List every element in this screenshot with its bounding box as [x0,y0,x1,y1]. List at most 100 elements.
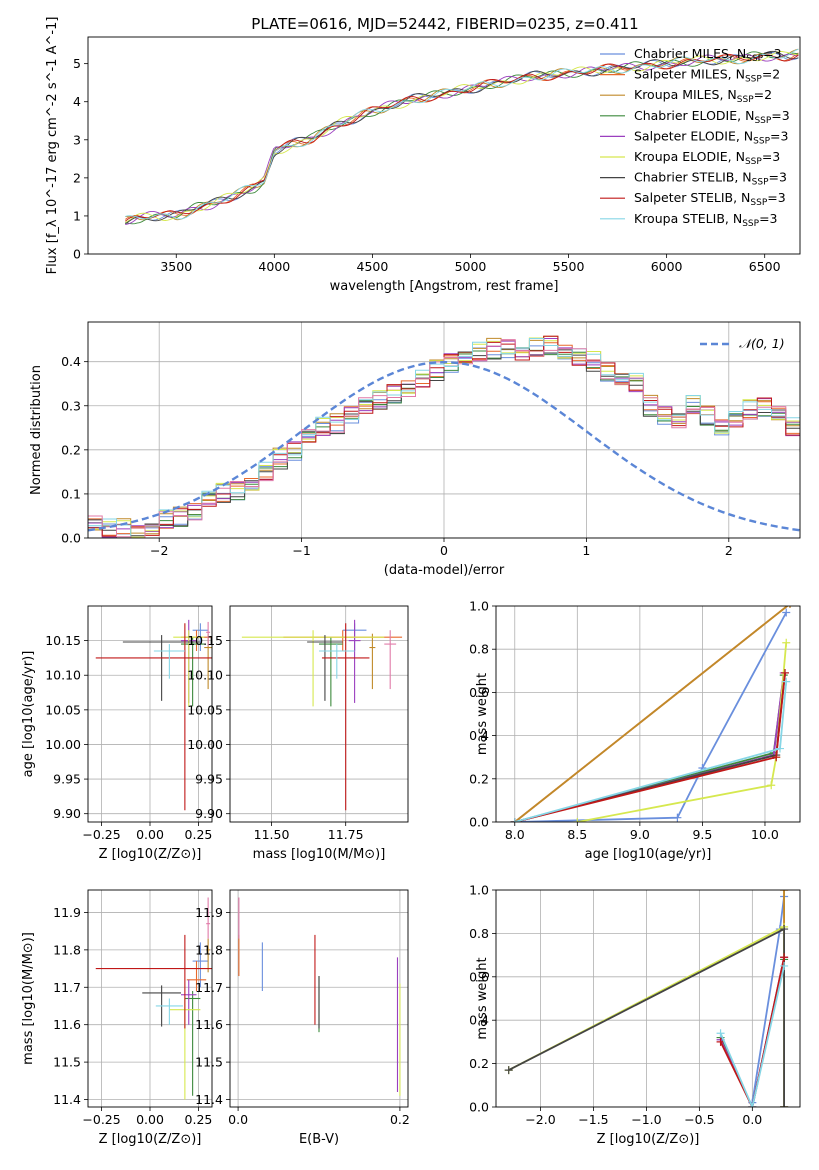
axes-frame [495,889,801,1108]
x-tick-label: 0 [440,543,448,558]
x-tick-label: −0.25 [82,827,120,842]
y-tick-label: 0.2 [469,1056,489,1071]
y-tick-label: 11.4 [53,1092,81,1107]
weight-line-kroupa-stelib [514,681,788,822]
weight-line-salpeter-stelib [514,672,786,822]
legend-entry: Chabrier ELODIE, NSSP=3 [634,108,790,126]
x-tick-label: 4000 [258,259,290,274]
legend-entry-label: Kroupa MILES, N [634,87,737,102]
y-axis-label: Flux [f_λ 10^-17 erg cm^-2 s^-1 A^-1] [45,17,60,275]
weight-line-kroupa-elodie [577,642,788,822]
y-tick-label: 0.4 [469,728,489,743]
y-tick-label: 11.4 [195,1092,223,1107]
plot-area [496,606,800,822]
weight-marker [789,606,791,608]
legend-entry: Salpeter STELIB, NSSP=3 [634,190,786,208]
legend-entry: Kroupa STELIB, NSSP=3 [634,211,778,229]
legend-entry-label: Kroupa STELIB, N [634,211,742,226]
weight-marker [782,677,791,686]
legend-entry-label: Salpeter ELODIE, N [634,128,753,143]
x-tick-label: 1 [582,543,590,558]
axes-frame [495,605,801,823]
y-tick-label: 10.05 [187,702,223,717]
x-axis-label: E(B-V) [299,1132,339,1147]
x-tick-label: 0.25 [185,1112,213,1127]
weight-line-chabrier-elodie [514,674,785,822]
y-tick-label: 3 [73,132,81,147]
y-tick-label: 2 [73,170,81,185]
y-tick-label: 11.9 [53,905,81,920]
y-tick-label: 0.6 [469,969,489,984]
axes-frame [87,605,213,823]
legend-entry: Kroupa ELODIE, NSSP=3 [634,149,780,167]
plot-area [88,606,212,822]
weight-marker [504,1066,513,1075]
legend-entry-label: Salpeter MILES, N [634,67,745,82]
model-line-kroupa-stelib [125,48,799,220]
weight-line-salpeter-stelib [719,957,785,1107]
x-tick-label: −2.0 [525,1112,555,1127]
panel-age-vs-Z: −0.25 0.00 0.25 9.90 9.95 10.00 10.05 10.10 10.1… [21,605,213,862]
legend-entry: Chabrier STELIB, NSSP=3 [634,170,787,188]
legend-entry-tail: =3 [762,149,780,164]
weight-marker [782,638,791,647]
model-line-chabrier-elodie [125,51,799,225]
axes-frame [229,605,409,823]
legend-entry-label: Kroupa ELODIE, N [634,149,745,164]
x-tick-label: 6000 [651,259,683,274]
x-axis-label: (data-model)/error [384,563,505,578]
y-tick-label: 0.2 [469,771,489,786]
legend-entry-sub: SSP [742,219,759,229]
x-axis-label: Z [log10(Z/Z⊙)] [597,1132,700,1147]
y-tick-label: 0.4 [61,354,81,369]
y-axis-label: Normed distribution [29,365,44,495]
panel-mass-vs-Z: −0.25 0.00 0.25 11.4 11.5 11.6 11.7 11.8 11.9 Z [… [21,889,213,1147]
legend-entry: Chabrier MILES, NSSP=3 [634,46,782,64]
normal-curve [88,360,800,532]
x-axis-label: Z [log10(Z/Z⊙)] [99,847,202,862]
x-tick-label: −1.5 [578,1112,608,1127]
weight-marker [780,961,789,970]
panel-weight-vs-age: 8.0 8.5 9.0 9.5 10.0 0.0 0.2 0.4 0.6 0.8 1.0 age [l… [469,599,801,862]
y-tick-label: 0.2 [61,442,81,457]
legend-entry-sub: SSP [746,54,763,64]
panel-residuals: −2 −1 0 1 2 0.0 0.1 0.2 0.3 0.4 (data-model)/error… [29,321,801,578]
y-tick-label: 1.0 [469,883,489,898]
model-line-salpeter-stelib [125,53,799,222]
y-tick-label: 5 [73,56,81,71]
y-tick-label: 9.95 [53,772,81,787]
legend-entry: 𝒩(0, 1) [739,336,785,351]
legend-entry-tail: =3 [771,108,789,123]
legend-entry-tail: =2 [762,67,780,82]
axes-frame [87,321,801,539]
y-tick-label: 11.9 [195,905,223,920]
legend-entry-sub: SSP [754,116,771,126]
x-tick-label: 8.5 [567,827,587,842]
weight-line-salpeter-elodie [514,672,785,822]
x-tick-label: 5500 [553,259,585,274]
y-tick-label: 9.95 [195,772,223,787]
model-line-salpeter-miles [125,52,799,220]
y-tick-label: 0 [73,247,81,262]
weight-marker [780,953,789,962]
x-tick-label: 11.75 [328,827,364,842]
y-tick-label: 10.10 [45,668,81,683]
weight-marker [772,753,781,762]
legend-entry-label: Chabrier STELIB, N [634,170,752,185]
legend-entry-tail: =3 [763,46,781,61]
x-axis-label: age [log10(age/yr)] [585,847,712,862]
x-tick-label: 5000 [455,259,487,274]
weight-marker [780,668,789,677]
plot-area [125,48,799,225]
y-axis-label: age [log10(age/yr)] [21,651,36,778]
x-tick-label: 10.0 [751,827,779,842]
weight-marker [780,925,789,934]
y-tick-label: 11.5 [53,1055,81,1070]
axes-frame [229,889,409,1108]
weight-line-chabrier-miles [514,612,787,822]
weight-marker [673,813,682,822]
x-tick-label: 0.0 [228,1112,248,1127]
y-tick-label: 10.10 [187,668,223,683]
y-tick-label: 11.5 [195,1055,223,1070]
